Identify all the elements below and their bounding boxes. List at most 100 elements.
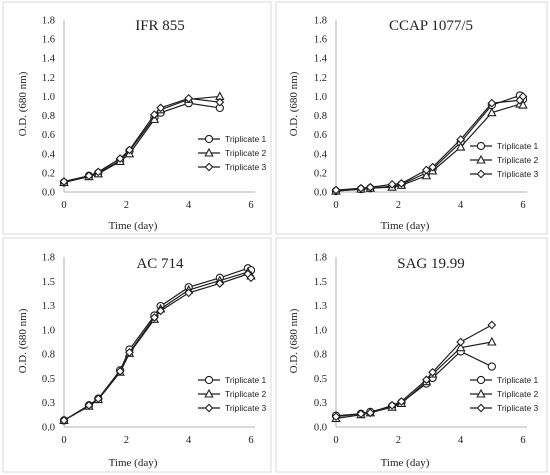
y-tick-label: 0.2 [42,168,55,179]
legend-label: Triplicate 2 [225,389,267,399]
x-tick-label: 2 [124,435,129,446]
x-tick-label: 6 [520,435,525,446]
y-tick-label: 1.0 [42,92,55,103]
y-tick-label: 0.0 [42,188,55,199]
y-tick-label: 0.0 [314,423,327,434]
y-tick-label: 0.5 [42,374,55,385]
y-tick-label: 1.3 [42,301,55,312]
y-axis-label: O.D. (680 nm) [288,71,300,136]
y-axis-label: O.D. (680 nm) [17,308,29,373]
diamond-marker [84,400,94,410]
legend-label: Triplicate 3 [225,403,267,413]
plot-area: 0.0 0.2 0.4 0.6 0.8 1.0 1.2 1.4 1.6 1.8 0 2 4 6 Tripli… [314,16,539,212]
diamond-marker [125,348,134,357]
diamond-marker [365,408,375,418]
y-tick-label: 1.0 [314,92,327,103]
diamond-marker [422,375,431,385]
diamond-marker [356,409,366,419]
diamond-marker [476,169,486,179]
legend-label: Triplicate 2 [497,389,539,399]
circle-marker [476,375,486,385]
triangle-marker [476,388,486,398]
triangle-marker [455,141,466,151]
y-tick-label: 0.3 [314,398,327,409]
diamond-marker [456,135,466,144]
chart-panel-ifr-855: IFR 855 Time (day) O.D. (680 nm) 0.00.20… [2,1,272,235]
chart-title: CCAP 1077/5 [389,18,473,34]
series-3 [331,92,528,195]
diamond-marker [115,154,125,163]
legend-label: Triplicate 3 [497,169,539,179]
panel-frame [2,1,272,235]
y-tick-label: 1.5 [42,277,55,288]
y-tick-label: 0.2 [314,168,327,179]
y-tick-label: 1.5 [314,277,327,288]
legend-label: Triplicate 1 [225,134,267,144]
y-tick-label: 0.8 [314,350,327,361]
y-axis-label: O.D. (680 nm) [17,71,29,136]
diamond-marker [215,279,225,288]
x-tick-label: 6 [520,200,525,211]
diamond-marker [456,337,466,347]
plot-area: 0.0 0.2 0.4 0.6 0.8 1.0 1.2 1.4 1.6 1.8 0 2 4 6 Tripli… [42,16,267,212]
y-tick-label: 1.6 [314,35,327,46]
y-tick-label: 0.0 [42,423,55,434]
x-tick-label: 2 [396,435,401,446]
x-tick-label: 0 [333,435,338,446]
y-tick-label: 1.8 [314,16,327,27]
x-axis-label: Time (day) [109,457,158,469]
y-tick-label: 1.4 [314,54,328,65]
diamond-marker [428,162,437,172]
y-tick-label: 1.8 [314,253,327,264]
diamond-marker [93,167,103,177]
series-3 [331,320,497,421]
chart-panel-sag-19-99: SAG 19.99 Time (day) O.D. (680 nm) 0.00.… [275,237,548,473]
chart-panel-ac-714: AC 714 Time (day) O.D. (680 nm) 0.00.30.… [2,237,272,473]
legend: Triplicate 1 Triplicate 2 Triplicate 3 [470,141,539,179]
x-tick-label: 6 [248,435,253,446]
chart-title: IFR 855 [135,18,185,34]
diamond-marker [184,288,194,298]
legend-label: Triplicate 1 [497,375,539,385]
y-tick-label: 0.6 [42,130,55,141]
x-tick-label: 0 [333,200,338,211]
y-tick-label: 1.8 [42,253,55,264]
diamond-marker [93,394,103,404]
y-tick-label: 1.2 [42,73,55,84]
y-tick-label: 0.8 [314,111,327,122]
triangle-marker [476,154,486,164]
legend: Triplicate 1 Triplicate 2 Triplicate 3 [198,375,267,413]
diamond-marker [184,93,194,103]
chart-panel-ccap-1077-5: CCAP 1077/5 Time (day) O.D. (680 nm) 0.0… [275,1,548,235]
y-tick-label: 0.8 [42,111,55,122]
diamond-marker [156,306,165,316]
y-tick-label: 1.3 [314,301,327,312]
y-tick-label: 1.4 [42,54,56,65]
panel-frame [275,1,548,235]
circle-marker [487,362,496,371]
y-tick-label: 0.6 [314,130,327,141]
diamond-marker [59,177,69,186]
y-tick-label: 1.8 [42,16,55,27]
y-tick-label: 1.0 [314,325,327,336]
y-tick-label: 1.2 [314,73,327,84]
diamond-marker [476,403,486,413]
x-tick-label: 6 [248,200,253,211]
legend-label: Triplicate 2 [497,155,539,165]
y-tick-label: 0.4 [314,149,328,160]
legend: Triplicate 1 Triplicate 2 Triplicate 3 [198,134,267,172]
diamond-marker [397,179,406,188]
diamond-marker [125,145,134,155]
y-tick-label: 0.5 [314,374,327,385]
circle-marker [476,141,486,151]
circle-marker [204,375,214,385]
x-tick-label: 2 [396,200,401,211]
diamond-marker [150,110,159,119]
x-tick-label: 0 [61,200,66,211]
panel-frame [275,237,548,473]
y-tick-label: 1.0 [42,325,55,336]
legend-label: Triplicate 3 [497,403,539,413]
plot-area: 0.0 0.3 0.5 0.8 1.0 1.3 1.5 1.8 0 2 4 6 Triplicate 1… [314,253,539,447]
